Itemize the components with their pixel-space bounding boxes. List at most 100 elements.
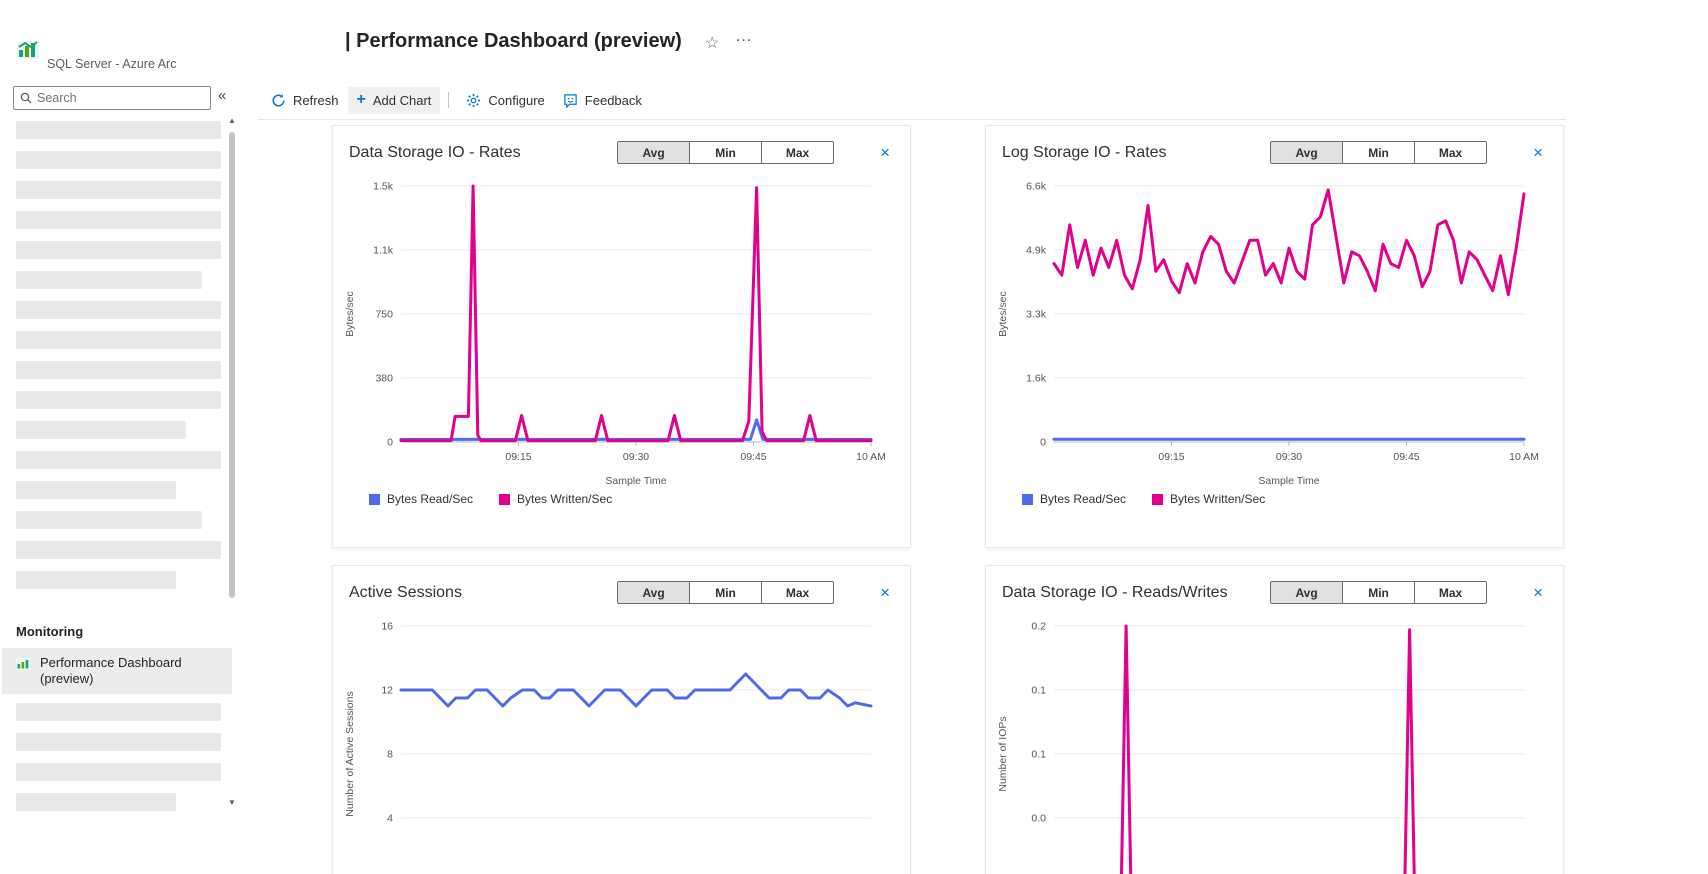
skeleton-item [16,271,202,289]
close-chart-button[interactable]: × [880,583,890,602]
skeleton-item [16,391,221,409]
svg-text:0: 0 [387,437,393,449]
gear-icon [467,93,481,107]
legend-swatch [369,493,380,505]
skeleton-item [16,733,221,751]
search-input[interactable] [37,91,204,105]
skeleton-item [16,181,221,199]
scrollbar-thumb[interactable] [229,132,235,598]
svg-text:750: 750 [375,309,393,321]
configure-label: Configure [488,92,545,108]
skeleton-item [16,421,186,439]
chart-title: Data Storage IO - Rates [349,143,521,161]
min-button[interactable]: Min [689,141,763,164]
add-chart-button[interactable]: + Add Chart [347,86,441,114]
close-chart-button[interactable]: × [1533,143,1543,162]
svg-text:3.3k: 3.3k [1026,309,1047,321]
feedback-button[interactable]: Feedback [554,87,651,114]
legend-item: Bytes Written/Sec [1152,492,1265,506]
chart-legend: Bytes Read/Sec Bytes Written/Sec [1022,492,1563,506]
sql-server-azure-arc-icon [17,41,39,59]
svg-text:Bytes/sec: Bytes/sec [997,291,1009,337]
sidebar-scrollbar[interactable]: ▲ ▼ [225,116,239,808]
close-chart-button[interactable]: × [1533,583,1543,602]
chart-title: Data Storage IO - Reads/Writes [1002,583,1228,601]
legend-label: Bytes Written/Sec [517,492,613,506]
skeleton-item [16,571,176,589]
svg-text:09:15: 09:15 [1158,451,1184,463]
svg-text:1.6k: 1.6k [1026,373,1047,385]
svg-text:10 AM: 10 AM [856,451,886,463]
performance-dashboard-icon [15,658,31,670]
legend-swatch [1152,493,1164,505]
collapse-sidebar-button[interactable]: « [218,87,227,104]
more-options-icon[interactable]: … [735,26,753,45]
refresh-icon [272,93,285,106]
skeleton-item [16,541,221,559]
scroll-down-icon[interactable]: ▼ [225,798,239,808]
svg-text:10 AM: 10 AM [1509,451,1539,463]
max-button[interactable]: Max [1414,581,1488,604]
max-button[interactable]: Max [761,581,835,604]
legend-swatch [499,493,511,505]
skeleton-item [16,241,221,259]
avg-button[interactable]: Avg [617,581,691,604]
svg-text:12: 12 [381,685,393,697]
search-icon [20,92,32,104]
svg-text:Sample Time: Sample Time [1258,475,1319,487]
avg-button[interactable]: Avg [1270,581,1344,604]
sidebar-menu-skeleton [16,121,221,601]
svg-text:0.2: 0.2 [1031,621,1046,633]
svg-text:6.6k: 6.6k [1026,181,1047,193]
max-button[interactable]: Max [761,141,835,164]
chart-title: Log Storage IO - Rates [1002,143,1167,161]
legend-label: Bytes Written/Sec [1170,492,1266,506]
configure-button[interactable]: Configure [457,87,553,114]
favorite-star-icon[interactable]: ☆ [705,35,720,52]
toolbar-divider-line [258,119,1566,120]
min-button[interactable]: Min [1342,141,1416,164]
svg-text:Bytes/sec: Bytes/sec [344,291,356,337]
avg-button[interactable]: Avg [1270,141,1344,164]
sidebar-menu-skeleton-bottom [16,703,221,823]
skeleton-item [16,301,221,319]
skeleton-item [16,763,221,781]
min-button[interactable]: Min [689,581,763,604]
svg-text:0.1: 0.1 [1031,685,1046,697]
chart-card-data-storage-reads-writes: Data Storage IO - Reads/Writes Avg Min M… [985,565,1564,874]
line-chart: 0 1.6k 3.3k 4.9k 6.6k 09:15 09:30 09:45 10 AM Byt… [997,181,1539,488]
skeleton-item [16,361,221,379]
legend-item: Bytes Written/Sec [499,492,612,506]
svg-text:1.1k: 1.1k [373,245,394,257]
sidebar-search [13,86,211,110]
legend-label: Bytes Read/Sec [1040,492,1127,506]
feedback-label: Feedback [584,92,642,108]
skeleton-item [16,211,221,229]
line-chart: 0 380 750 1.1k 1.5k 09:15 09:30 09:45 10 AM Bytes… [344,181,886,488]
min-button[interactable]: Min [1342,581,1416,604]
legend-item: Bytes Read/Sec [1022,492,1126,506]
avg-button[interactable]: Avg [617,141,691,164]
aggregation-toggle: Avg Min Max [617,581,835,604]
svg-text:16: 16 [381,621,393,633]
monitoring-section-header: Monitoring [16,624,84,639]
close-chart-button[interactable]: × [880,143,890,162]
skeleton-item [16,331,221,349]
max-button[interactable]: Max [1414,141,1488,164]
scroll-up-icon[interactable]: ▲ [225,116,239,126]
skeleton-item [16,451,221,469]
skeleton-item [16,703,221,721]
refresh-button[interactable]: Refresh [262,87,348,114]
sidebar: SQL Server - Azure Arc « Monitoring [0,0,240,874]
aggregation-toggle: Avg Min Max [617,141,835,164]
chart-legend: Bytes Read/Sec Bytes Written/Sec [369,492,910,506]
svg-text:09:45: 09:45 [740,451,766,463]
svg-text:8: 8 [387,749,393,761]
resource-title: SQL Server - Azure Arc [47,57,177,71]
skeleton-item [16,151,221,169]
svg-text:380: 380 [375,373,393,385]
add-chart-label: Add Chart [372,92,432,108]
sidebar-item-performance-dashboard[interactable]: Performance Dashboard (preview) [2,648,232,694]
